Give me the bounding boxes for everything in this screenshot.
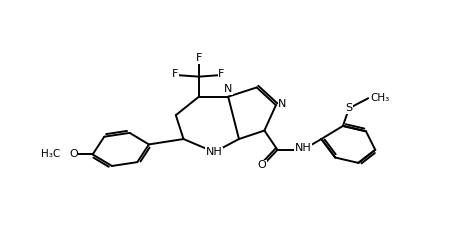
Text: H₃C: H₃C <box>41 149 61 160</box>
Text: F: F <box>218 69 224 79</box>
Text: F: F <box>196 53 202 63</box>
Text: NH: NH <box>294 143 311 153</box>
Text: S: S <box>345 103 353 113</box>
Text: F: F <box>172 69 178 79</box>
Text: N: N <box>224 84 233 94</box>
Text: O: O <box>69 149 78 160</box>
Text: N: N <box>278 99 287 109</box>
Text: CH₃: CH₃ <box>371 93 390 103</box>
Text: NH: NH <box>206 147 222 157</box>
Text: O: O <box>258 160 267 170</box>
